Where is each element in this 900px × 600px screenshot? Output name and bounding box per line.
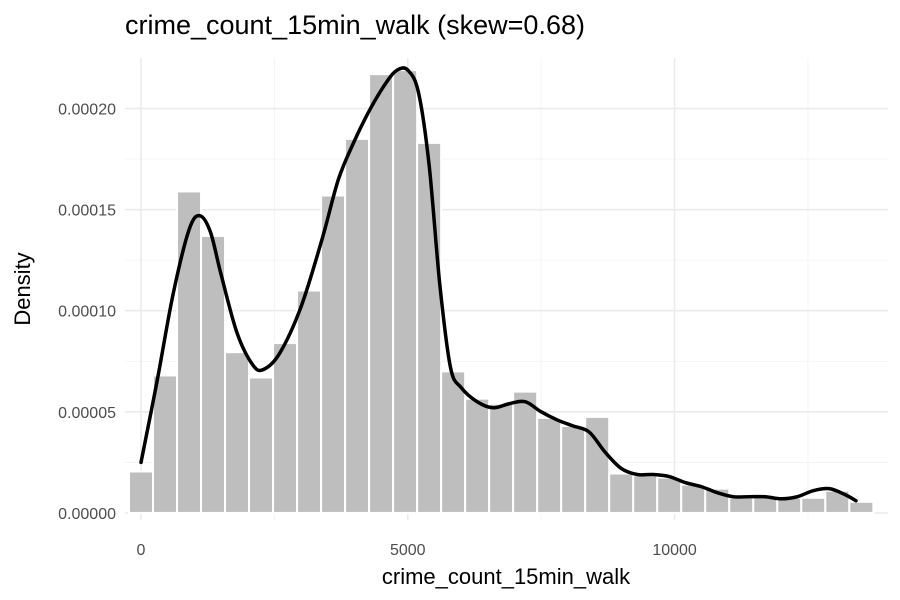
histogram-bar: [416, 141, 443, 514]
histogram-bar: [608, 472, 635, 514]
histogram-bar: [800, 496, 827, 514]
histogram-bars: [128, 69, 875, 514]
histogram-bar: [488, 402, 515, 514]
x-axis-ticks: 0 5000 10000: [137, 542, 697, 559]
x-axis-title: crime_count_15min_walk: [382, 564, 631, 589]
y-axis-ticks: 0.00000 0.00005 0.00010 0.00015 0.00020: [58, 102, 116, 523]
histogram-bar: [296, 289, 323, 514]
histogram-bar: [632, 474, 659, 514]
histogram-bar: [176, 190, 203, 514]
y-tick-label: 0.00000: [58, 506, 116, 523]
histogram-bar: [464, 397, 491, 514]
histogram-bar: [392, 69, 419, 514]
histogram-bar: [344, 137, 371, 514]
histogram-bar: [368, 73, 395, 514]
histogram-bar: [728, 496, 755, 514]
y-axis-title: Density: [10, 252, 35, 325]
x-tick-label: 0: [137, 542, 146, 559]
y-tick-label: 0.00015: [58, 203, 116, 220]
histogram-bar: [848, 500, 875, 514]
x-tick-label: 10000: [652, 542, 697, 559]
y-tick-label: 0.00020: [58, 102, 116, 119]
histogram-bar: [320, 194, 347, 514]
histogram-bar: [512, 390, 539, 514]
y-tick-label: 0.00005: [58, 405, 116, 422]
chart-title: crime_count_15min_walk (skew=0.68): [125, 10, 585, 40]
histogram-bar: [200, 234, 227, 514]
histogram-bar: [128, 470, 155, 514]
density-curve-line: [139, 66, 858, 503]
histogram-bar: [560, 424, 587, 514]
histogram-bar: [656, 476, 683, 514]
histogram-bar: [680, 483, 707, 514]
histogram-bar: [440, 370, 467, 514]
x-tick-label: 5000: [390, 542, 426, 559]
histogram-bar: [536, 416, 563, 514]
histogram-bar: [272, 342, 299, 514]
histogram-bar: [152, 374, 179, 514]
y-tick-label: 0.00010: [58, 304, 116, 321]
histogram-bar: [248, 376, 275, 514]
histogram-bar: [224, 351, 251, 514]
